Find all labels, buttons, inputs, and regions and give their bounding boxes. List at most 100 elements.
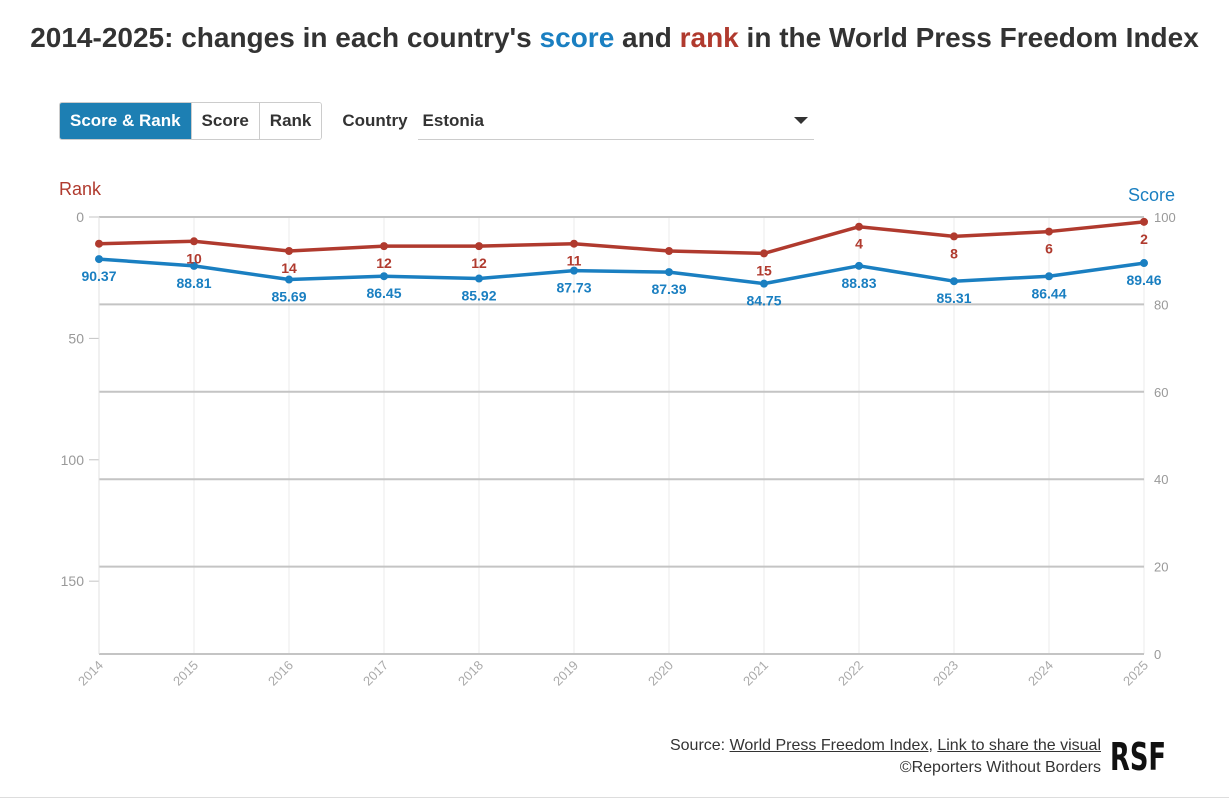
rank-point: [190, 237, 198, 246]
score-data-label: 86.45: [366, 285, 401, 301]
chart-controls: Score & Rank Score Rank Country Estonia: [59, 102, 814, 140]
score-tick-label: 20: [1154, 560, 1168, 575]
rank-data-label: 6: [1045, 241, 1053, 257]
rank-data-label: 10: [186, 250, 202, 266]
tab-score-and-rank[interactable]: Score & Rank: [60, 103, 192, 139]
score-tick-label: 60: [1154, 385, 1168, 400]
score-data-label: 88.83: [841, 275, 876, 291]
score-tick-label: 40: [1154, 472, 1168, 487]
view-toggle: Score & Rank Score Rank: [59, 102, 323, 140]
title-prefix: 2014-2025: changes in each country's: [30, 22, 540, 53]
score-point: [1045, 272, 1053, 281]
country-select-value: Estonia: [422, 110, 484, 130]
x-tick-label: 2021: [740, 658, 771, 689]
source-prefix: Source:: [669, 737, 730, 754]
chart-title: 2014-2025: changes in each country's sco…: [0, 20, 1229, 56]
rank-tick-label: 150: [61, 573, 85, 589]
score-tick-label: 0: [1154, 647, 1161, 662]
rank-point: [95, 239, 103, 248]
score-point: [950, 277, 958, 286]
title-middle: and: [614, 22, 680, 53]
x-tick-label: 2025: [1120, 658, 1151, 689]
score-point: [95, 255, 103, 264]
bottom-divider: [0, 797, 1229, 798]
x-tick-label: 2019: [550, 658, 581, 689]
rank-tick-label: 100: [61, 452, 85, 468]
x-tick-label: 2015: [170, 658, 201, 689]
rank-point: [1140, 217, 1148, 226]
line-chart: 0 20 40 60 80 100 0 50 100 150 Rank Score 2014 2015 20…: [59, 179, 1176, 689]
rank-data-label: 12: [471, 255, 487, 271]
x-tick-label: 2024: [1025, 658, 1056, 689]
country-label: Country: [342, 111, 408, 130]
score-point: [190, 261, 198, 270]
score-series-line: [98, 257, 1145, 286]
score-point: [570, 266, 578, 275]
rank-point: [285, 246, 293, 255]
rank-data-label: 15: [756, 262, 772, 278]
rank-tick-label: 50: [68, 330, 84, 346]
rank-data-label: 2: [1140, 231, 1148, 247]
rank-tick-label: 0: [76, 209, 84, 225]
rank-data-label: 12: [376, 255, 392, 271]
tab-score[interactable]: Score: [191, 103, 260, 139]
grid-layer: [89, 216, 1145, 655]
title-rank-word: rank: [679, 22, 739, 53]
x-tick-label: 2014: [75, 658, 106, 689]
title-score-word: score: [539, 22, 615, 53]
score-point: [855, 261, 863, 270]
score-point: [665, 268, 673, 277]
copyright: ©Reporters Without Borders: [899, 759, 1101, 776]
series-layer: [95, 217, 1148, 288]
rank-data-label: 11: [567, 253, 582, 269]
rank-point: [950, 232, 958, 241]
rank-data-label: 14: [281, 260, 297, 276]
score-axis-title: Score: [1128, 185, 1175, 205]
x-tick-label: 2018: [455, 658, 486, 689]
axis-layer: 0 20 40 60 80 100 0 50 100 150 Rank Score 2014 2015 20…: [59, 179, 1176, 689]
score-tick-label: 80: [1154, 297, 1168, 312]
score-data-label: 89.46: [1126, 272, 1161, 288]
rank-point: [475, 242, 483, 251]
share-link[interactable]: Link to share the visual: [937, 737, 1101, 754]
source-line: Source: World Press Freedom Index, Link …: [670, 735, 1101, 757]
source-separator: ,: [928, 737, 938, 754]
country-select[interactable]: Estonia: [417, 103, 814, 140]
score-data-label: 84.75: [746, 293, 781, 309]
label-layer: 10 14 12 12 11 15 4 8 6 2 90.37 88.81 85.69 86.45 85.9…: [81, 231, 1161, 309]
source-link[interactable]: World Press Freedom Index: [729, 737, 929, 754]
score-point: [285, 275, 293, 284]
score-data-label: 85.92: [461, 288, 496, 304]
score-point: [380, 272, 388, 281]
x-tick-label: 2020: [645, 658, 676, 689]
score-data-label: 90.37: [81, 268, 116, 284]
footer: Source: World Press Freedom Index, Link …: [670, 735, 1101, 779]
rank-point: [760, 249, 768, 258]
rank-point: [570, 239, 578, 248]
score-point: [475, 274, 483, 283]
score-point: [760, 279, 768, 288]
title-suffix: in the World Press Freedom Index: [738, 22, 1199, 53]
x-tick-label: 2023: [930, 658, 961, 689]
score-data-label: 85.69: [271, 289, 306, 305]
rank-point: [380, 242, 388, 251]
rank-data-label: 8: [950, 245, 958, 261]
score-data-label: 87.73: [556, 280, 591, 296]
rank-series-line: [98, 220, 1145, 256]
chevron-down-icon: [793, 117, 808, 124]
rank-data-label: 4: [855, 236, 863, 252]
rsf-logo: RSF: [1110, 735, 1166, 774]
rsf-logo-text: RSF: [1110, 735, 1166, 774]
rank-point: [1045, 227, 1053, 236]
tab-rank[interactable]: Rank: [259, 103, 322, 139]
rank-point: [665, 246, 673, 255]
score-data-label: 86.44: [1031, 285, 1066, 301]
score-point: [1140, 259, 1148, 268]
x-tick-label: 2022: [835, 658, 866, 689]
x-tick-label: 2017: [360, 658, 391, 689]
score-data-label: 85.31: [936, 290, 971, 306]
rank-point: [855, 222, 863, 231]
score-tick-label: 100: [1154, 210, 1176, 225]
x-tick-label: 2016: [265, 658, 296, 689]
score-data-label: 87.39: [651, 281, 686, 297]
